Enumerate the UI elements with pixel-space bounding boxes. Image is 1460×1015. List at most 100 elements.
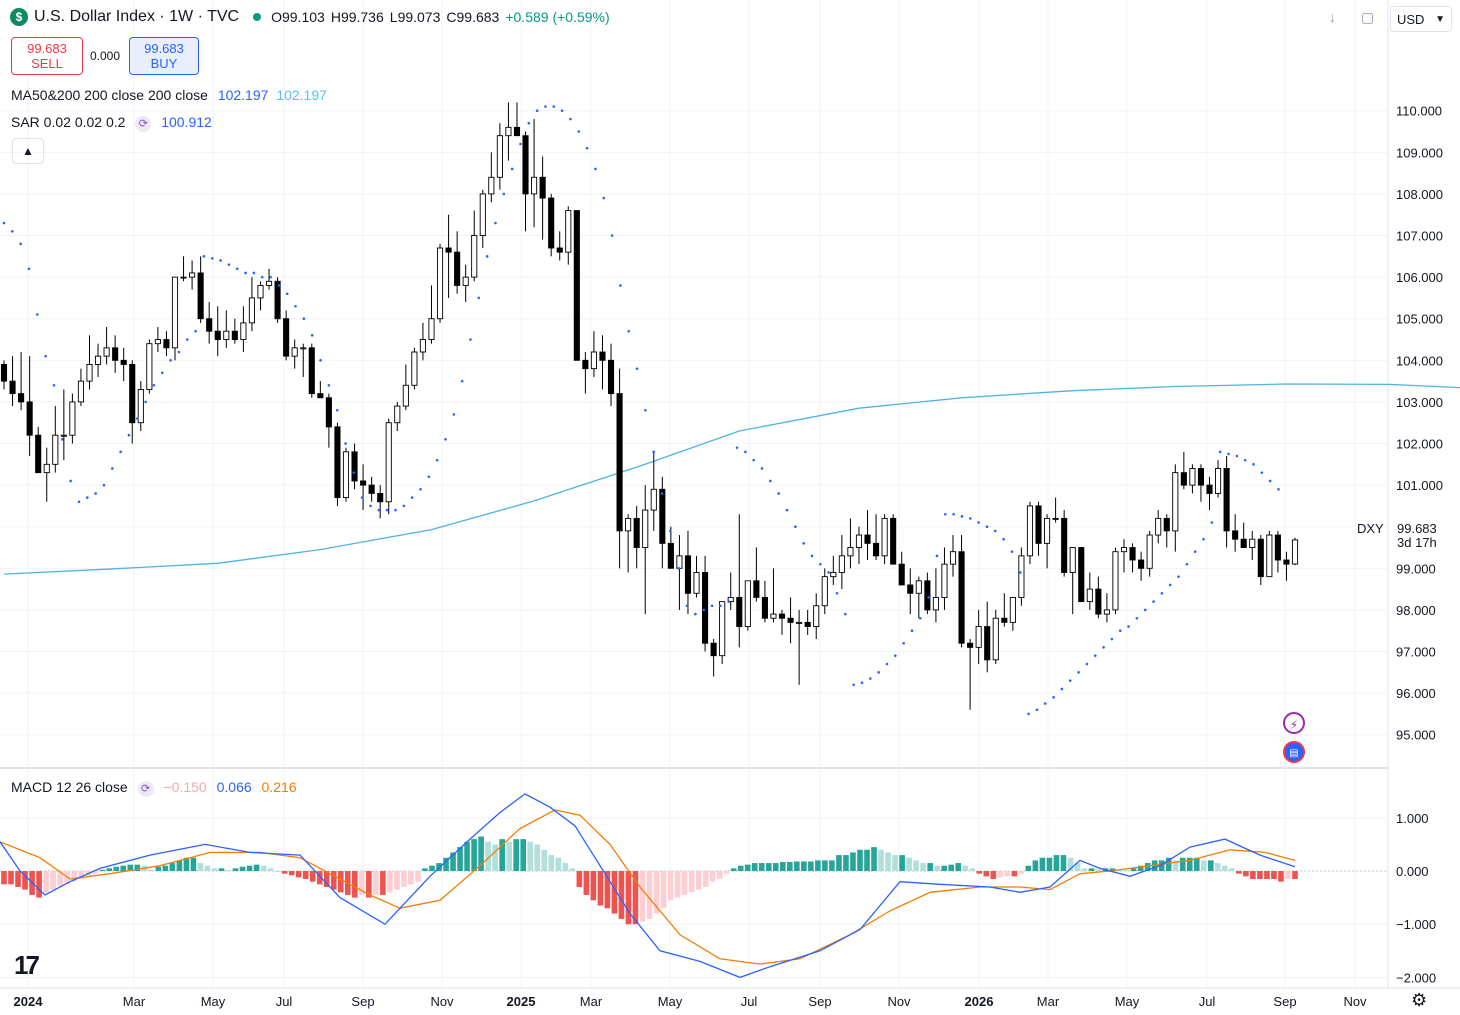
candle-body — [394, 405, 401, 424]
sar-dot — [835, 591, 839, 595]
macd-hist-bar — [597, 871, 604, 906]
sar-dot — [977, 521, 980, 524]
sar-dot — [1243, 458, 1247, 462]
us-flag-event-icon[interactable]: ▤ — [1283, 741, 1305, 763]
macd-recalculate-icon[interactable]: ⟳ — [137, 781, 154, 797]
sar-dot — [852, 683, 855, 687]
candle-body — [86, 364, 93, 382]
sell-button[interactable]: 99.683 SELL — [11, 37, 83, 75]
candle-body — [180, 276, 187, 279]
sar-dot — [460, 379, 464, 383]
sar-dot — [419, 487, 422, 491]
candle-body — [556, 247, 563, 253]
sar-dot — [1077, 671, 1080, 674]
candle-body — [967, 642, 974, 648]
candle-body — [590, 351, 597, 370]
candle-body — [488, 176, 495, 195]
candle-body — [419, 339, 426, 353]
sar-dot — [694, 612, 697, 616]
candle-body — [548, 197, 555, 249]
sar-dot — [61, 438, 64, 441]
candle-body — [26, 401, 33, 436]
lightning-event-icon[interactable]: ⚡ — [1283, 712, 1305, 734]
candle-body — [1257, 538, 1264, 578]
square-icon[interactable]: ▢ — [1361, 9, 1375, 25]
candle-body — [1197, 468, 1205, 486]
market-status-dot — [253, 13, 262, 21]
sar-dot — [1260, 471, 1264, 474]
macd-hist-bar — [120, 865, 127, 872]
y-tick-label: 101.000 — [1396, 478, 1443, 493]
macd-hist-bar — [857, 849, 863, 872]
sar-dot — [494, 221, 497, 225]
sar-legend[interactable]: SAR 0.02 0.02 0.2 ⟳ 100.912 — [11, 114, 212, 132]
macd-hist-bar — [1200, 860, 1207, 872]
sar-dot — [86, 496, 89, 499]
macd-hist-bar — [934, 865, 940, 872]
macd-hist-bar — [471, 839, 477, 872]
sar-dot — [410, 496, 414, 499]
gear-icon[interactable]: ⚙ — [1411, 990, 1428, 1010]
candle-body — [804, 621, 811, 628]
macd-hist-bar — [702, 871, 709, 887]
candle-body — [1069, 547, 1076, 573]
macd-hist-bar — [1186, 857, 1193, 872]
sar-dot — [527, 121, 531, 125]
sar-dot — [627, 329, 631, 333]
sar-dot — [402, 504, 406, 508]
macd-hist-bar — [871, 847, 877, 872]
candle-body — [462, 276, 469, 286]
candle-body — [821, 576, 828, 607]
macd-hist-bar — [801, 861, 807, 872]
collapse-legend-button[interactable]: ▲ — [12, 138, 44, 164]
buy-button[interactable]: 99.683 BUY — [129, 37, 199, 75]
macd-hist-bar — [1207, 860, 1214, 872]
candle-body — [736, 596, 743, 628]
sar-dot — [377, 508, 381, 512]
candle-body — [1001, 617, 1008, 623]
ohlc-value: 99.103 — [281, 9, 325, 25]
macd-hist-bar — [337, 871, 344, 893]
macd-hist-bar — [878, 849, 884, 872]
macd-hist-bar — [709, 871, 716, 882]
arrow-down-icon[interactable]: ↓ — [1329, 9, 1336, 25]
macd-hist-bar — [604, 871, 611, 909]
macd-hist-bar — [618, 871, 625, 919]
sar-dot — [160, 371, 164, 375]
bar-countdown: 3d 17h — [1397, 535, 1437, 550]
macd-hist-bar — [1109, 868, 1116, 872]
sar-dot — [36, 313, 39, 316]
macd-hist-bar — [892, 855, 898, 872]
macd-hist-bar — [499, 839, 505, 872]
candle-body — [1018, 555, 1025, 598]
sell-price: 99.683 — [27, 41, 67, 56]
y-tick-label: 102.000 — [1396, 437, 1443, 452]
sar-dot — [1168, 583, 1172, 587]
sar-dot — [519, 142, 522, 146]
sar-dot — [1277, 487, 1280, 491]
candle-body — [69, 401, 76, 436]
candle-body — [291, 347, 298, 357]
macd-hist-bar — [162, 865, 169, 872]
macd-hist-bar — [1088, 868, 1095, 872]
macd-hist-bar — [394, 871, 400, 890]
sar-dot — [602, 196, 606, 200]
macd-legend[interactable]: MACD 12 26 close ⟳ −0.150 0.066 0.216 — [11, 779, 297, 797]
recalculate-icon[interactable]: ⟳ — [135, 116, 152, 132]
candle-body — [189, 272, 196, 278]
x-tick-label: Sep — [351, 994, 374, 1009]
sar-dot — [769, 479, 772, 483]
candle-body — [274, 280, 281, 320]
symbol-title[interactable]: U.S. Dollar Index · 1W · TVC — [34, 8, 240, 25]
macd-hist-bar — [555, 857, 562, 872]
candle-body — [1215, 468, 1222, 494]
ma-legend[interactable]: MA50&200 200 close 200 close 102.197 102… — [11, 87, 327, 103]
sar-dot — [844, 612, 847, 616]
macd-hist-bar — [288, 871, 295, 876]
macd-hist-bar — [485, 841, 491, 872]
sar-dot — [427, 475, 431, 479]
currency-select[interactable]: USD ▼ — [1390, 6, 1452, 32]
candle-body — [847, 547, 854, 557]
macd-hist-bar — [92, 871, 99, 874]
